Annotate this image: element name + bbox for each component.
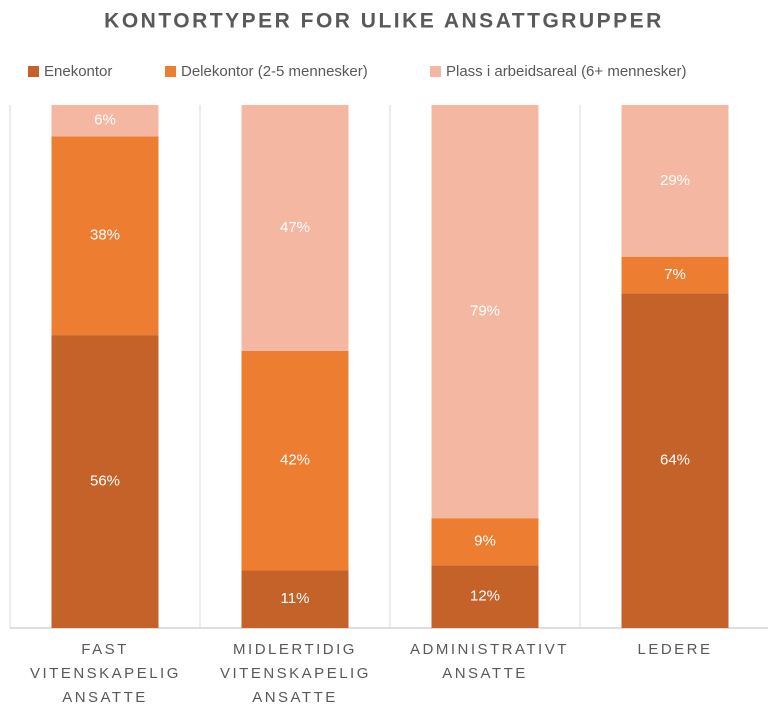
chart-title: KONTORTYPER FOR ULIKE ANSATTGRUPPER: [104, 10, 664, 33]
data-label: 47%: [280, 219, 310, 236]
x-tick-label: FAST VITENSKAPELIG ANSATTE: [30, 641, 181, 706]
bar-segment: [241, 350, 349, 571]
data-label: 6%: [94, 112, 116, 129]
bar-segment: [51, 136, 159, 336]
data-label: 12%: [470, 588, 500, 605]
bar-segment: [431, 105, 539, 519]
x-tick-label: ADMINISTRATIVT ANSATTE: [410, 641, 569, 682]
x-tick-label: LEDERE: [637, 641, 713, 658]
data-label: 29%: [660, 172, 690, 189]
data-label: 79%: [470, 303, 500, 320]
bar-segment: [51, 335, 159, 628]
bar-segment: [621, 256, 729, 294]
bar-segment: [241, 105, 349, 351]
data-label: 38%: [90, 227, 120, 244]
data-label: 11%: [281, 590, 310, 607]
legend-swatch: [165, 66, 176, 77]
bar-segment: [241, 570, 349, 628]
data-label: 56%: [90, 473, 120, 490]
data-label: 9%: [474, 533, 496, 550]
legend-swatch: [28, 66, 39, 77]
bar-segment: [51, 105, 159, 137]
bar-segment: [621, 105, 729, 257]
legend-label: Enekontor: [44, 63, 112, 80]
legend-label: Delekontor (2-5 mennesker): [181, 63, 368, 80]
data-label: 7%: [664, 266, 686, 283]
bar-segment: [431, 565, 539, 628]
legend-label: Plass i arbeidsareal (6+ mennesker): [446, 63, 687, 80]
x-tick-label: MIDLERTIDIG VITENSKAPELIG ANSATTE: [220, 641, 371, 706]
bar-segment: [621, 293, 729, 628]
data-label: 42%: [280, 452, 310, 469]
data-label: 64%: [660, 452, 690, 469]
bar-segment: [431, 518, 539, 566]
legend-swatch: [430, 66, 441, 77]
